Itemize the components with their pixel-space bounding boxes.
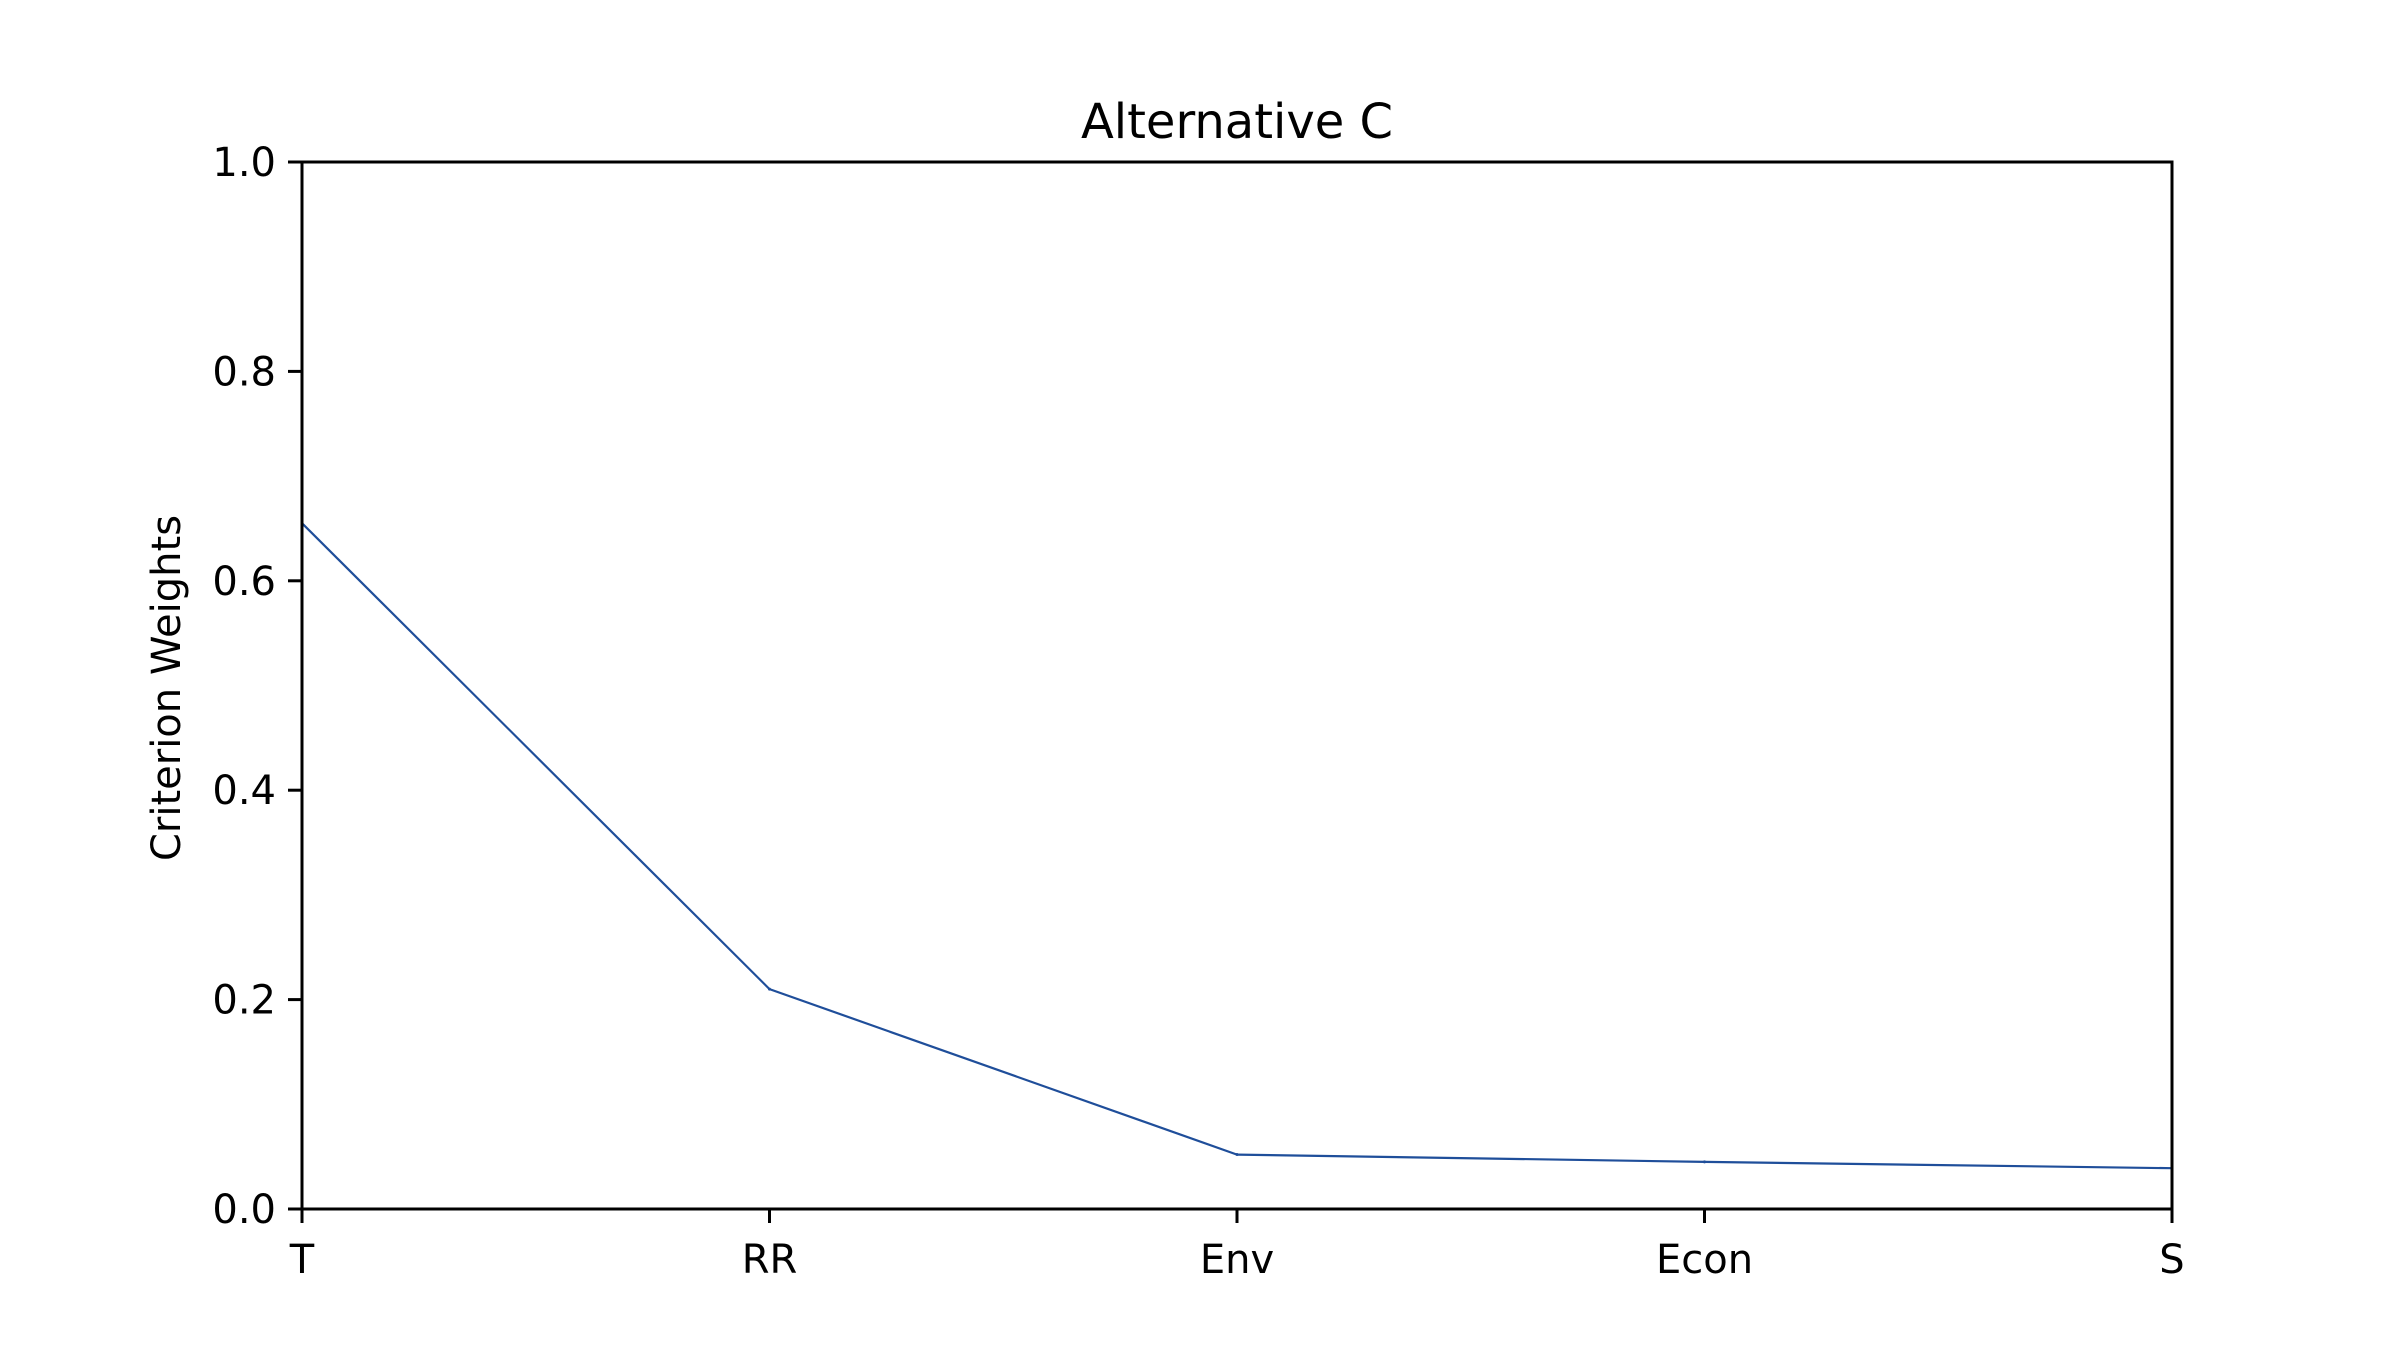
y-tick-label: 0.4 <box>212 768 276 814</box>
y-tick-label: 0.8 <box>212 349 276 395</box>
y-axis-label: Criterion Weights <box>144 515 190 861</box>
x-tick-label: S <box>2159 1237 2184 1283</box>
data-point <box>768 987 771 991</box>
data-point <box>1235 1153 1239 1157</box>
y-tick-label: 0.6 <box>212 559 276 605</box>
x-tick-label: T <box>289 1237 315 1283</box>
y-tick-label: 0.0 <box>212 1187 276 1233</box>
x-tick-label: RR <box>742 1237 798 1283</box>
plot-area-frame <box>300 160 2174 1211</box>
y-axis-ticks: 0.0 0.2 0.4 0.6 0.8 1.0 <box>212 140 302 1233</box>
x-axis-ticks: T RR Env Econ S <box>289 1209 2185 1283</box>
data-point <box>1703 1160 1706 1164</box>
x-tick-label: Econ <box>1656 1237 1753 1283</box>
chart-title: Alternative C <box>1081 94 1393 150</box>
y-tick-label: 1.0 <box>212 140 276 186</box>
x-tick-label: Env <box>1200 1237 1274 1283</box>
y-tick-label: 0.2 <box>212 978 276 1024</box>
